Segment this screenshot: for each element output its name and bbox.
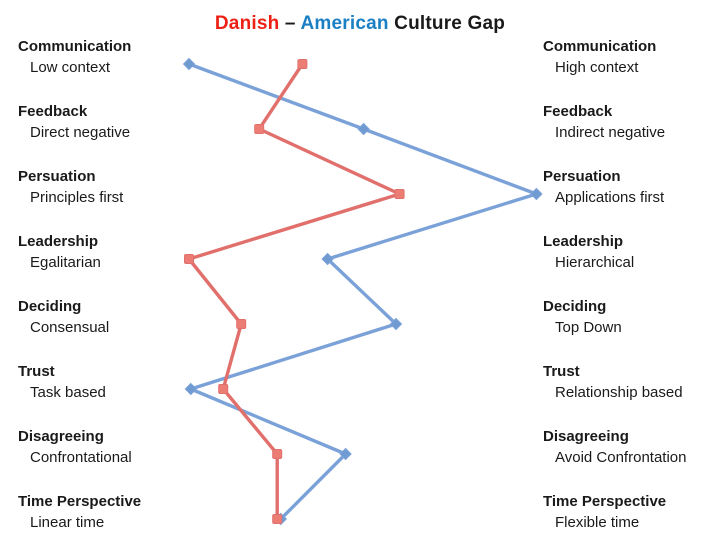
- danish-marker-persuation: [394, 189, 405, 199]
- american-marker-deciding: [389, 317, 403, 331]
- dimension-persuation-left: Persuation Principles first: [18, 166, 193, 208]
- pole-label: Linear time: [30, 514, 105, 531]
- dimension-name: Disagreeing: [18, 428, 104, 445]
- dimension-deciding-left: Deciding Consensual: [18, 296, 193, 338]
- american-series-line: [187, 62, 539, 521]
- pole-label: Principles first: [30, 189, 124, 206]
- danish-series-line: [187, 62, 402, 521]
- danish-marker-leadership: [184, 254, 194, 264]
- dimension-name: Time Perspective: [543, 493, 667, 510]
- pole-label: High context: [555, 59, 639, 76]
- pole-label: Consensual: [30, 319, 110, 336]
- dimension-name: Feedback: [18, 103, 88, 120]
- pole-label: Indirect negative: [555, 124, 666, 141]
- dimension-name: Communication: [18, 38, 132, 55]
- title-american-legend: American: [300, 13, 389, 34]
- title-suffix: Culture Gap: [394, 13, 506, 34]
- dimension-name: Trust: [543, 363, 580, 380]
- dimension-disagreeing-right: Disagreeing Avoid Confrontation: [543, 426, 718, 468]
- pole-label: Task based: [30, 384, 106, 401]
- dimension-time-perspective-right: Time Perspective Flexible time: [543, 491, 718, 533]
- dimension-trust-left: Trust Task based: [18, 361, 193, 403]
- dimension-name: Communication: [543, 38, 657, 55]
- dimension-feedback-left: Feedback Direct negative: [18, 101, 193, 143]
- pole-label: Hierarchical: [555, 254, 635, 271]
- dimension-time-perspective-left: Time Perspective Linear time: [18, 491, 193, 533]
- right-pole-labels: Communication High context Feedback Indi…: [543, 0, 718, 540]
- dimension-name: Leadership: [543, 233, 624, 250]
- american-marker-disagreeing: [339, 447, 352, 461]
- american-marker-trust: [184, 382, 198, 396]
- pole-label: Low context: [30, 59, 111, 76]
- chart-title: Danish – American Culture Gap: [0, 13, 720, 35]
- american-marker-feedback: [357, 122, 370, 136]
- danish-marker-time-perspective: [272, 514, 283, 524]
- dimension-name: Deciding: [18, 298, 82, 315]
- dimension-leadership-right: Leadership Hierarchical: [543, 231, 718, 273]
- danish-marker-communication: [297, 59, 308, 69]
- pole-label: Confrontational: [30, 449, 132, 466]
- american-marker-leadership: [321, 252, 334, 266]
- american-marker-persuation: [530, 187, 543, 201]
- title-separator: –: [284, 13, 296, 34]
- left-pole-labels: Communication Low context Feedback Direc…: [18, 0, 193, 540]
- danish-marker-disagreeing: [272, 449, 283, 459]
- american-marker-communication: [182, 57, 196, 71]
- dimension-name: Trust: [18, 363, 55, 380]
- dimension-name: Feedback: [543, 103, 613, 120]
- dimension-name: Leadership: [18, 233, 99, 250]
- dimension-name: Persuation: [543, 168, 621, 185]
- pole-label: Egalitarian: [30, 254, 101, 271]
- dimension-communication-left: Communication Low context: [18, 36, 193, 78]
- pole-label: Avoid Confrontation: [555, 449, 687, 466]
- pole-label: Relationship based: [555, 384, 683, 401]
- dimension-name: Time Perspective: [18, 493, 142, 510]
- pole-label: Flexible time: [555, 514, 640, 531]
- pole-label: Applications first: [555, 189, 665, 206]
- dimension-disagreeing-left: Disagreeing Confrontational: [18, 426, 193, 468]
- danish-marker-trust: [218, 384, 229, 394]
- pole-label: Top Down: [555, 319, 622, 336]
- dimension-feedback-right: Feedback Indirect negative: [543, 101, 718, 143]
- dimension-name: Persuation: [18, 168, 96, 185]
- dimension-communication-right: Communication High context: [543, 36, 718, 78]
- title-danish-legend: Danish: [214, 13, 280, 34]
- dimension-leadership-left: Leadership Egalitarian: [18, 231, 193, 273]
- dimension-name: Deciding: [543, 298, 607, 315]
- danish-marker-feedback: [254, 124, 265, 134]
- dimension-name: Disagreeing: [543, 428, 629, 445]
- dimension-persuation-right: Persuation Applications first: [543, 166, 718, 208]
- dimension-trust-right: Trust Relationship based: [543, 361, 718, 403]
- dimension-deciding-right: Deciding Top Down: [543, 296, 718, 338]
- danish-marker-deciding: [236, 319, 247, 329]
- pole-label: Direct negative: [30, 124, 131, 141]
